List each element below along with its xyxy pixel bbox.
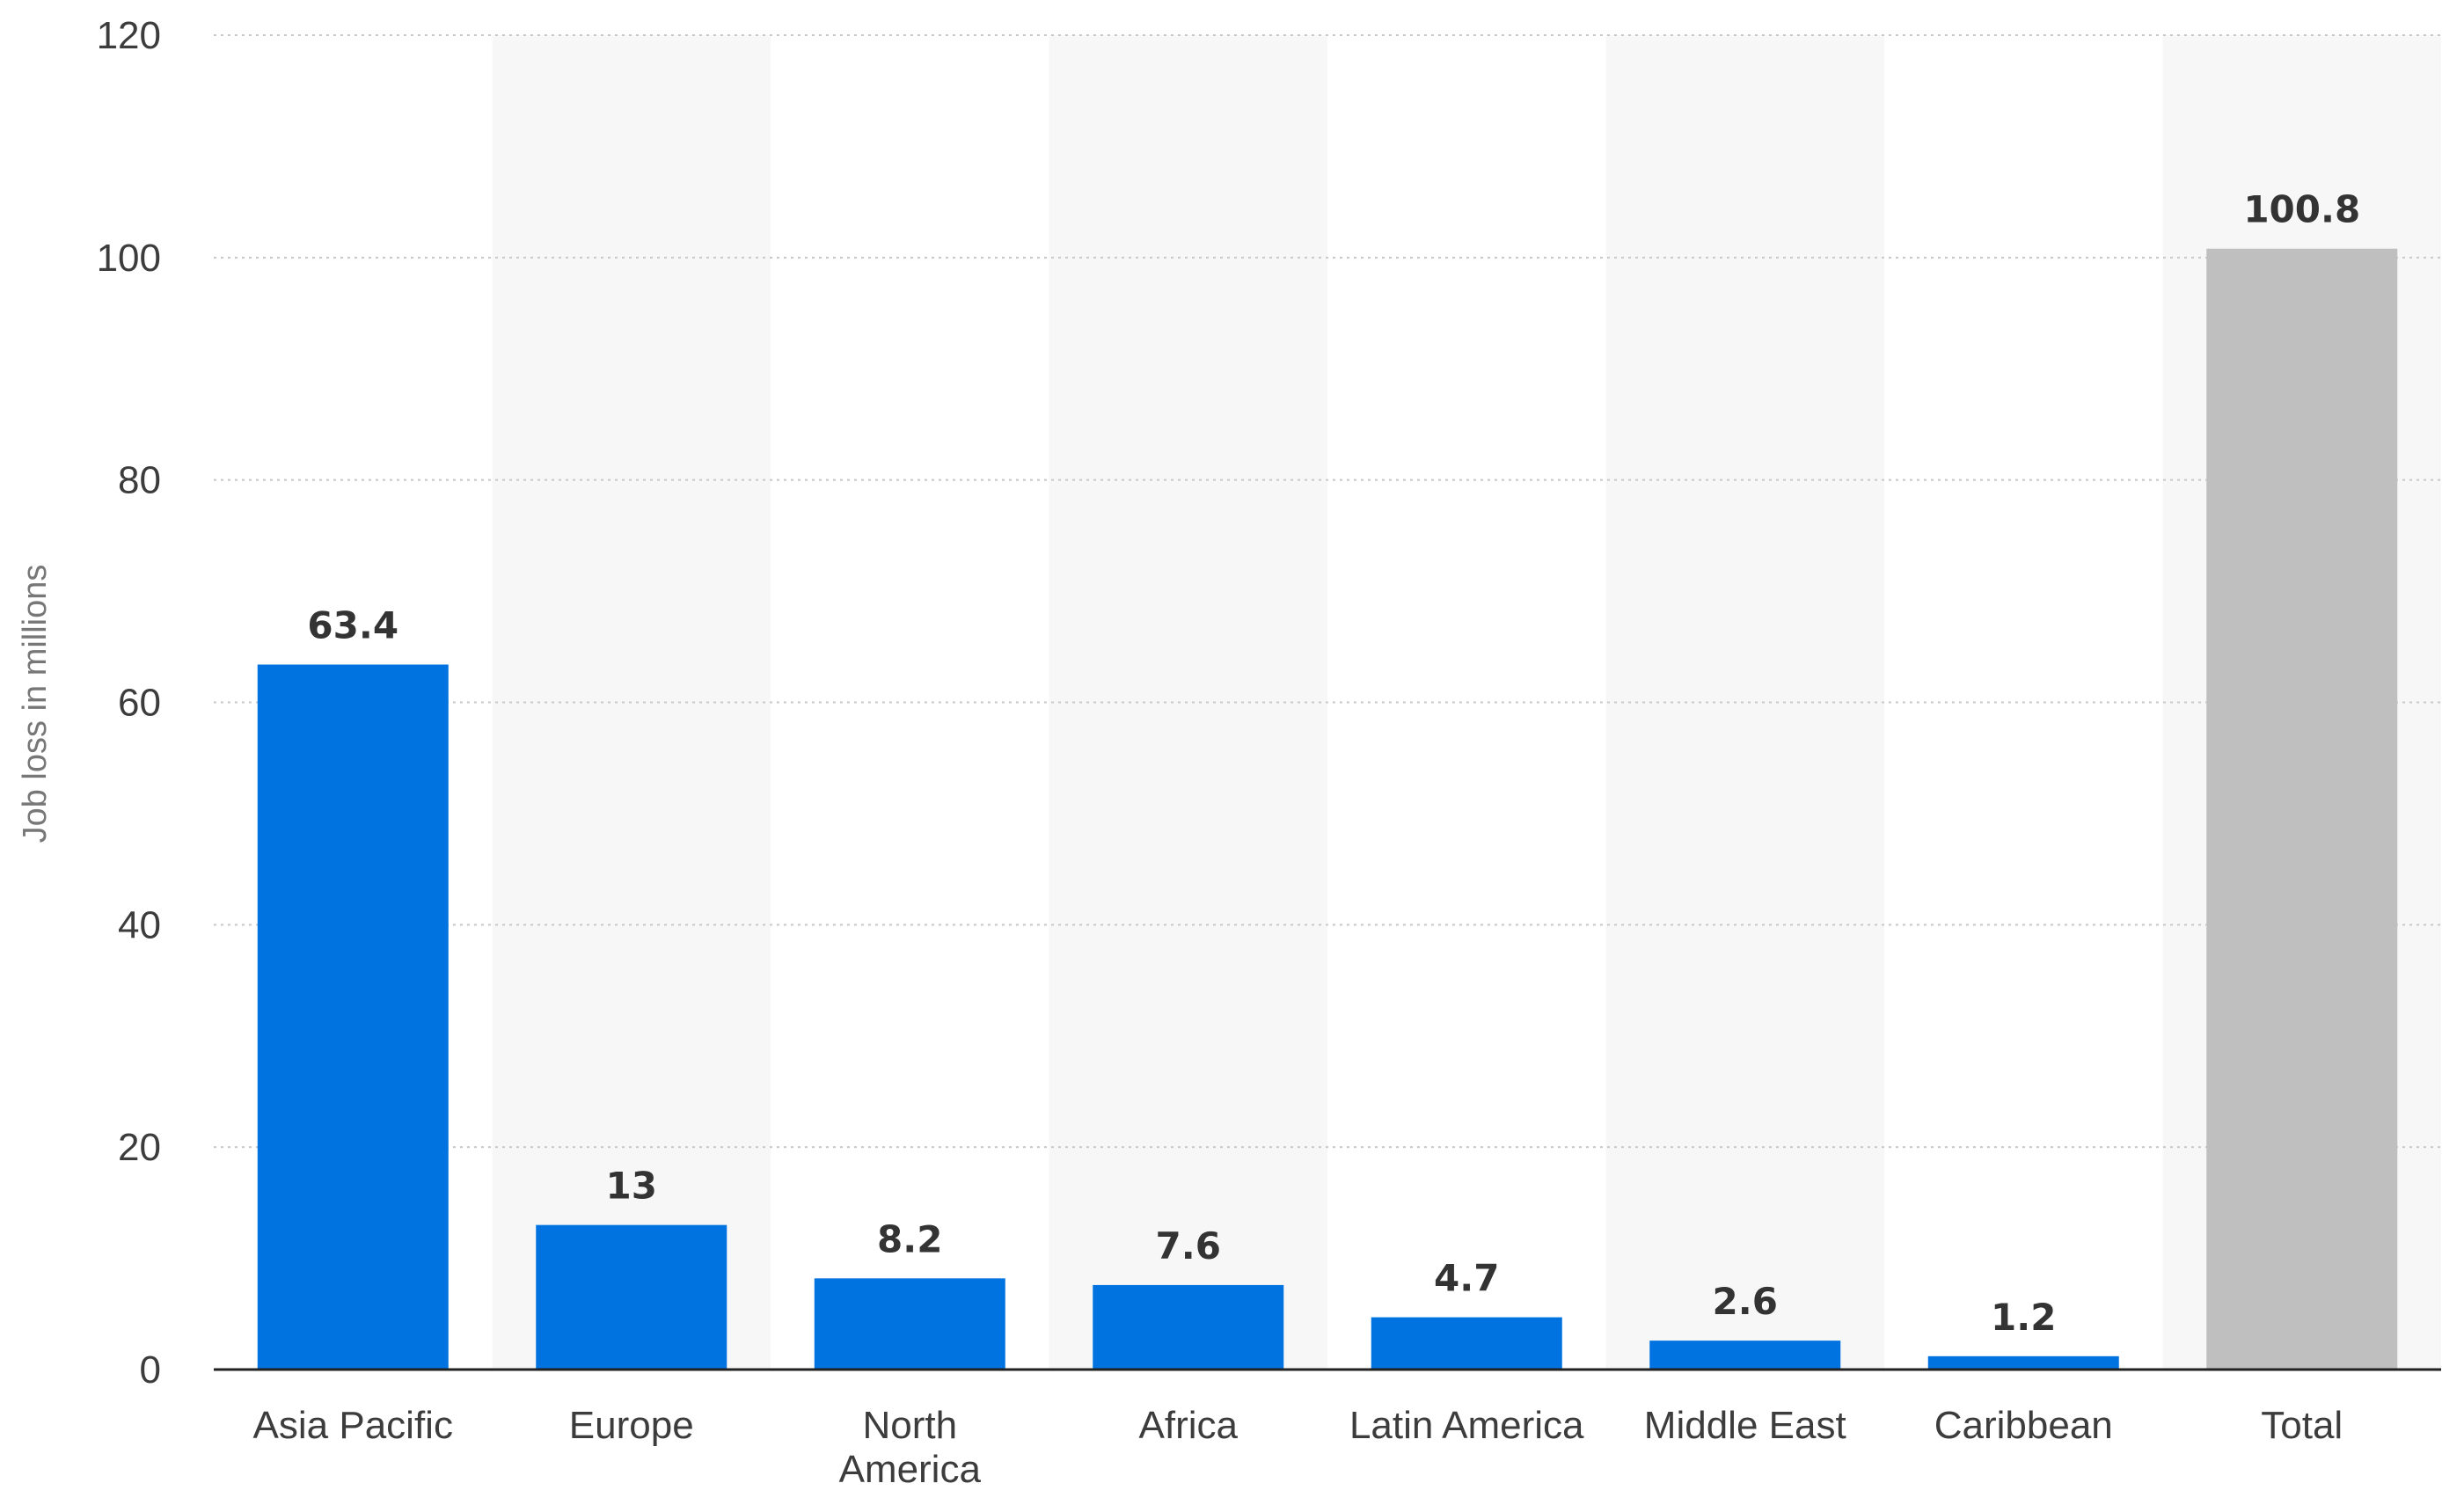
- bar-north-america[interactable]: [814, 1278, 1005, 1370]
- x-tick-label: Middle East: [1644, 1404, 1846, 1447]
- x-axis-labels: Asia Pacific Europe North America Africa Lati…: [253, 1404, 2343, 1491]
- data-label: 63.4: [307, 604, 398, 647]
- data-label: 8.2: [877, 1217, 942, 1260]
- y-tick-label: 120: [97, 14, 161, 57]
- y-tick-label: 80: [118, 459, 161, 502]
- x-tick-label: North America: [839, 1404, 982, 1491]
- data-label: 2.6: [1713, 1280, 1778, 1323]
- data-label: 1.2: [1991, 1296, 2056, 1339]
- data-label: 100.8: [2243, 188, 2360, 231]
- data-label: 13: [606, 1165, 657, 1208]
- y-tick-label: 0: [140, 1348, 161, 1392]
- y-tick-label: 60: [118, 682, 161, 725]
- bar-asia-pacific[interactable]: [257, 664, 449, 1370]
- bar-middle-east[interactable]: [1649, 1341, 1841, 1370]
- data-label: 7.6: [1156, 1224, 1221, 1268]
- x-tick-label: Latin America: [1349, 1404, 1584, 1447]
- gridlines: [214, 34, 2441, 1149]
- y-axis-ticks: 0 20 40 60 80 100 120: [97, 14, 161, 1392]
- y-tick-label: 40: [118, 903, 161, 946]
- background-band: [1605, 35, 1884, 1370]
- bar-latin-america[interactable]: [1371, 1317, 1562, 1370]
- y-tick-label: 100: [97, 237, 161, 280]
- bars: [257, 248, 2398, 1370]
- x-tick-label: Total: [2261, 1404, 2343, 1447]
- bar-africa[interactable]: [1093, 1284, 1284, 1370]
- x-tick-label: Europe: [569, 1404, 694, 1447]
- x-tick-label: Caribbean: [1934, 1404, 2113, 1447]
- y-tick-label: 20: [118, 1126, 161, 1169]
- y-axis-title: Job loss in millions: [17, 565, 54, 844]
- bar-caribbean[interactable]: [1927, 1355, 2119, 1370]
- data-label: 4.7: [1434, 1257, 1499, 1300]
- bar-europe[interactable]: [536, 1224, 728, 1370]
- x-tick-label: Asia Pacific: [253, 1404, 453, 1447]
- bar-total[interactable]: [2206, 248, 2398, 1370]
- data-labels: 63.4 13 8.2 7.6 4.7 2.6 1.2 100.8: [307, 188, 2360, 1339]
- x-tick-label: Africa: [1139, 1404, 1239, 1447]
